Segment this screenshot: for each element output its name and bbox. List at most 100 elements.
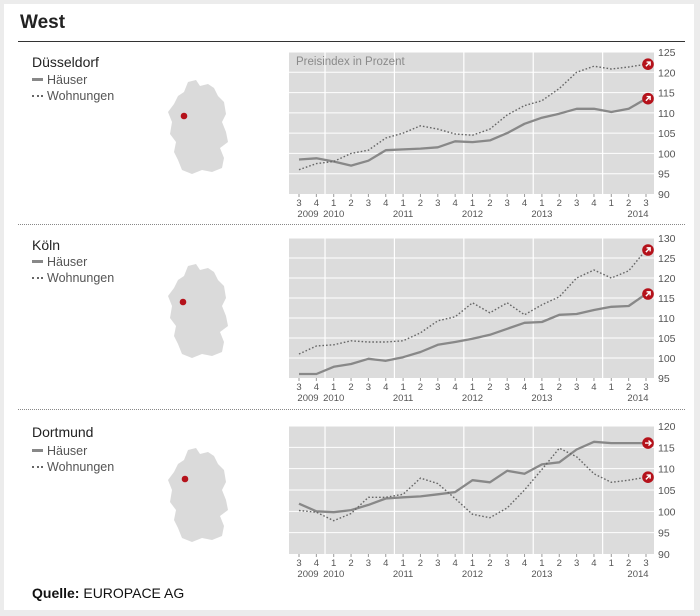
quarter-label: 3	[643, 382, 648, 393]
legend-haeuser-label: Häuser	[47, 73, 88, 87]
quarter-label: 3	[505, 198, 510, 209]
series-line-haeuser	[299, 293, 647, 376]
year-label: 2010	[323, 209, 344, 220]
quarter-label: 2	[557, 558, 562, 569]
year-label: 2009	[297, 393, 318, 404]
quarter-label: 1	[331, 198, 336, 209]
series-line-wohnungen	[298, 63, 647, 171]
quarter-label: 2	[348, 558, 353, 569]
quarter-label: 3	[366, 558, 371, 569]
quarter-label: 4	[591, 198, 596, 209]
quarter-label: 1	[539, 558, 544, 569]
quarter-label: 3	[505, 558, 510, 569]
legend-solid-swatch	[32, 78, 43, 82]
quarter-label: 2	[487, 382, 492, 393]
quarter-label: 4	[453, 198, 458, 209]
quarter-label: 1	[470, 382, 475, 393]
legend-haeuser: Häuser	[32, 444, 87, 458]
quarter-label: 1	[539, 382, 544, 393]
y-tick-label: 90	[658, 549, 670, 561]
quarter-label: 4	[522, 382, 527, 393]
chart-title: Preisindex in Prozent	[296, 56, 405, 68]
chart-koeln: 95 100 105 110 115 120 125 130 3 4 1 2 3 4 1 2 3 4 1 2 3 4 1 2 3…	[289, 233, 676, 404]
year-label: 2010	[323, 393, 344, 404]
legend-dotted-swatch	[32, 94, 43, 97]
legend-wohnungen: Wohnungen	[32, 460, 114, 474]
year-label: 2009	[297, 209, 318, 220]
quarter-label: 2	[626, 198, 631, 209]
year-label: 2011	[393, 569, 413, 580]
germany-map-dortmund	[168, 448, 228, 542]
plot-area	[289, 52, 654, 194]
legend-wohnungen: Wohnungen	[32, 89, 114, 103]
legend-solid-swatch	[32, 260, 43, 264]
quarter-label: 4	[383, 382, 388, 393]
y-tick-label: 120	[658, 67, 676, 79]
year-label: 2009	[297, 569, 318, 580]
map-shape	[168, 80, 228, 174]
legend-haeuser: Häuser	[32, 73, 87, 87]
quarter-label: 1	[331, 382, 336, 393]
y-tick-label: 100	[658, 148, 676, 160]
quarter-label: 1	[331, 558, 336, 569]
source-note: Quelle: EUROPACE AG	[32, 585, 184, 601]
quarter-label: 2	[348, 198, 353, 209]
trend-arrow-icon	[645, 291, 651, 297]
year-label: 2013	[531, 569, 552, 580]
title-rule	[18, 41, 685, 42]
y-tick-label: 95	[658, 528, 670, 540]
chart-dortmund: 90 95 100 105 110 115 120 3 4 1 2 3 4 1 2 3 4 1 2 3 4 1 2 3 4 1 2 3…	[289, 421, 676, 580]
y-tick-label: 125	[658, 253, 676, 265]
trend-arrow-icon	[645, 61, 651, 67]
y-tick-label: 110	[658, 108, 675, 120]
quarter-label: 1	[609, 382, 614, 393]
quarter-label: 1	[539, 198, 544, 209]
quarter-label: 2	[557, 198, 562, 209]
quarter-label: 3	[366, 198, 371, 209]
series-line-haeuser	[298, 440, 646, 514]
quarter-label: 4	[314, 382, 319, 393]
legend-dotted-swatch	[32, 276, 43, 279]
quarter-label: 4	[383, 198, 388, 209]
quarter-label: 3	[435, 558, 440, 569]
year-label: 2014	[627, 393, 648, 404]
quarter-label: 3	[505, 382, 510, 393]
plot-area	[289, 238, 654, 378]
quarter-label: 3	[643, 198, 648, 209]
quarter-label: 3	[296, 198, 301, 209]
quarter-label: 1	[400, 382, 405, 393]
series-line-wohnungen	[298, 249, 647, 355]
y-tick-label: 100	[658, 506, 676, 518]
quarter-label: 1	[400, 198, 405, 209]
chart-duesseldorf: Preisindex in Prozent9095100105110115120…	[289, 48, 676, 220]
quarter-label: 2	[418, 382, 423, 393]
y-tick-label: 110	[658, 313, 675, 325]
legend-haeuser-label: Häuser	[47, 255, 88, 269]
quarter-label: 2	[418, 198, 423, 209]
legend-haeuser-label: Häuser	[47, 444, 88, 458]
quarter-label: 4	[314, 198, 319, 209]
y-tick-label: 130	[658, 233, 676, 245]
quarter-label: 1	[609, 558, 614, 569]
y-tick-label: 120	[658, 273, 676, 285]
map-shape	[168, 448, 228, 542]
quarter-label: 3	[296, 558, 301, 569]
y-tick-label: 90	[658, 189, 670, 201]
legend-wohnungen-label: Wohnungen	[47, 460, 115, 474]
y-tick-label: 95	[658, 169, 670, 181]
quarter-label: 2	[487, 198, 492, 209]
y-tick-label: 115	[658, 88, 675, 100]
quarter-label: 4	[453, 558, 458, 569]
city-label-dortmund: Dortmund	[32, 424, 94, 440]
trend-arrow-icon	[645, 247, 651, 253]
city-label-koeln: Köln	[32, 237, 61, 253]
quarter-label: 2	[557, 382, 562, 393]
germany-map-duesseldorf	[168, 80, 228, 174]
legend-wohnungen: Wohnungen	[32, 271, 114, 285]
quarter-label: 4	[314, 558, 319, 569]
quarter-label: 4	[453, 382, 458, 393]
y-tick-label: 115	[658, 293, 675, 305]
quarter-label: 1	[470, 558, 475, 569]
year-label: 2014	[627, 209, 648, 220]
trend-arrow-icon	[645, 474, 651, 480]
